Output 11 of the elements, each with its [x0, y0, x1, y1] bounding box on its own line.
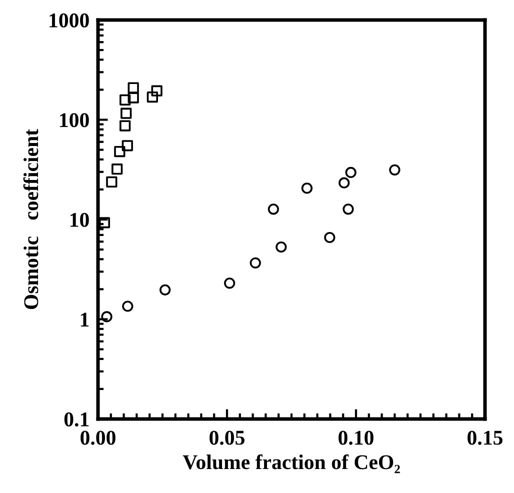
y-tick-label: 100 [60, 113, 89, 128]
y-tick-label: 10 [70, 212, 89, 227]
y-tick-label: 0.1 [64, 412, 89, 427]
y-axis-title: Osmotic coefficient [23, 129, 38, 310]
x-tick-label: 0.05 [210, 430, 244, 445]
x-axis-title: Volume fraction of CeO₂ [182, 454, 400, 474]
y-tick-label: 1000 [50, 13, 89, 28]
x-tick-label: 0.10 [338, 430, 374, 445]
y-tick-label: 1 [80, 312, 89, 326]
x-tick-label: 0.15 [468, 430, 502, 445]
x-tick-label: 0.00 [80, 430, 116, 445]
